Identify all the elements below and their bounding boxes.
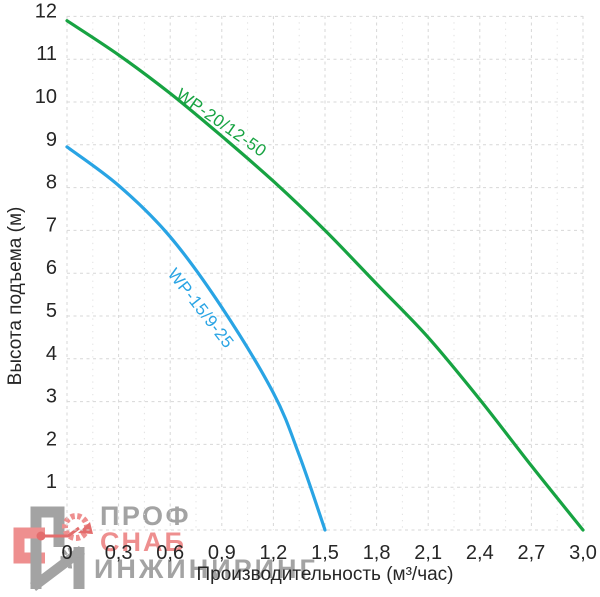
y-tick-label: 5 [46, 300, 57, 322]
y-tick-label: 8 [46, 172, 57, 194]
x-tick-label: 2,7 [517, 542, 545, 564]
y-tick-label: 6 [46, 257, 57, 279]
y-tick-label: 3 [46, 386, 57, 408]
logo-letter-i-icon [29, 546, 86, 591]
watermark-line-inzhiniring: ИНЖИНИРИНГ [94, 554, 318, 584]
x-tick-label: 0 [61, 542, 72, 564]
x-tick-label: 1,8 [363, 542, 391, 564]
series-curve-wp-15-9-25 [65, 145, 327, 532]
y-tick-label: 1 [46, 471, 57, 493]
x-tick-label: 0,9 [208, 542, 236, 564]
x-tick-label: 2,4 [466, 542, 494, 564]
y-tick-label: 10 [35, 86, 57, 108]
x-axis-title: Производительность (м³/час) [197, 564, 454, 585]
x-axis-tick-labels: 0 0,3 0,6 0,9 1,2 1,5 1,8 2,1 2,4 2,7 3,0 [61, 542, 596, 564]
y-tick-label: 11 [36, 43, 57, 65]
y-tick-label: 7 [46, 214, 57, 236]
x-tick-label: 1,2 [259, 542, 287, 564]
logo-circuit-trace-icon [36, 522, 93, 541]
x-tick-label: 0,3 [105, 542, 133, 564]
watermark-line-prof: ПРОФ [100, 501, 192, 531]
y-tick-label: 9 [46, 129, 57, 151]
series-curve-wp-20-12-50 [65, 19, 585, 532]
series-curves [65, 19, 585, 532]
y-tick-label: 2 [46, 428, 57, 450]
company-logo-icon [13, 506, 93, 591]
grid-lines [66, 15, 584, 531]
x-tick-label: 3,0 [569, 542, 597, 564]
x-tick-label: 1,5 [311, 542, 339, 564]
y-tick-label: 4 [46, 343, 57, 365]
x-tick-label: 2,1 [414, 542, 442, 564]
watermark-line-snab: СНАБ [100, 527, 186, 557]
y-tick-label: 12 [35, 0, 57, 22]
y-axis-title: Высота подъема (м) [5, 207, 26, 386]
x-tick-label: 0,6 [156, 542, 184, 564]
